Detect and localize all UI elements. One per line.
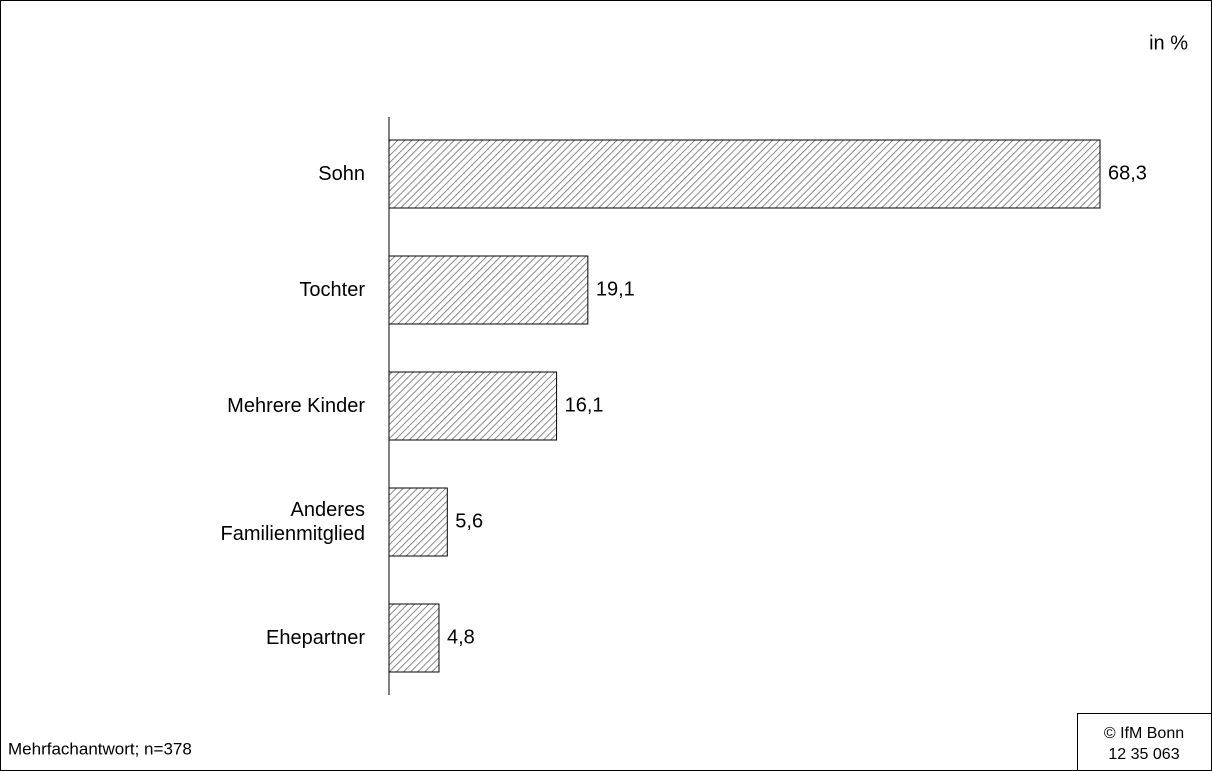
source-line: © IfM Bonn [1104,725,1184,742]
category-label: Ehepartner [266,627,365,649]
footnote: Mehrfachantwort; n=378 [8,739,192,758]
value-label: 19,1 [596,278,635,300]
value-label: 16,1 [565,394,604,416]
bar [388,139,1101,209]
unit-label: in % [1149,32,1188,54]
category-label: Mehrere Kinder [227,395,365,417]
bar [388,371,558,441]
bar [388,603,440,673]
value-label: 5,6 [455,510,483,532]
category-label: Tochter [299,279,365,301]
source-box [1077,713,1212,771]
bar [388,487,448,557]
category-label: Sohn [318,163,365,185]
source-line: 12 35 063 [1108,746,1179,763]
value-label: 4,8 [447,626,475,648]
category-label: Anderes Familienmitglied [220,499,366,545]
value-label: 68,3 [1108,162,1147,184]
bar [388,255,589,325]
